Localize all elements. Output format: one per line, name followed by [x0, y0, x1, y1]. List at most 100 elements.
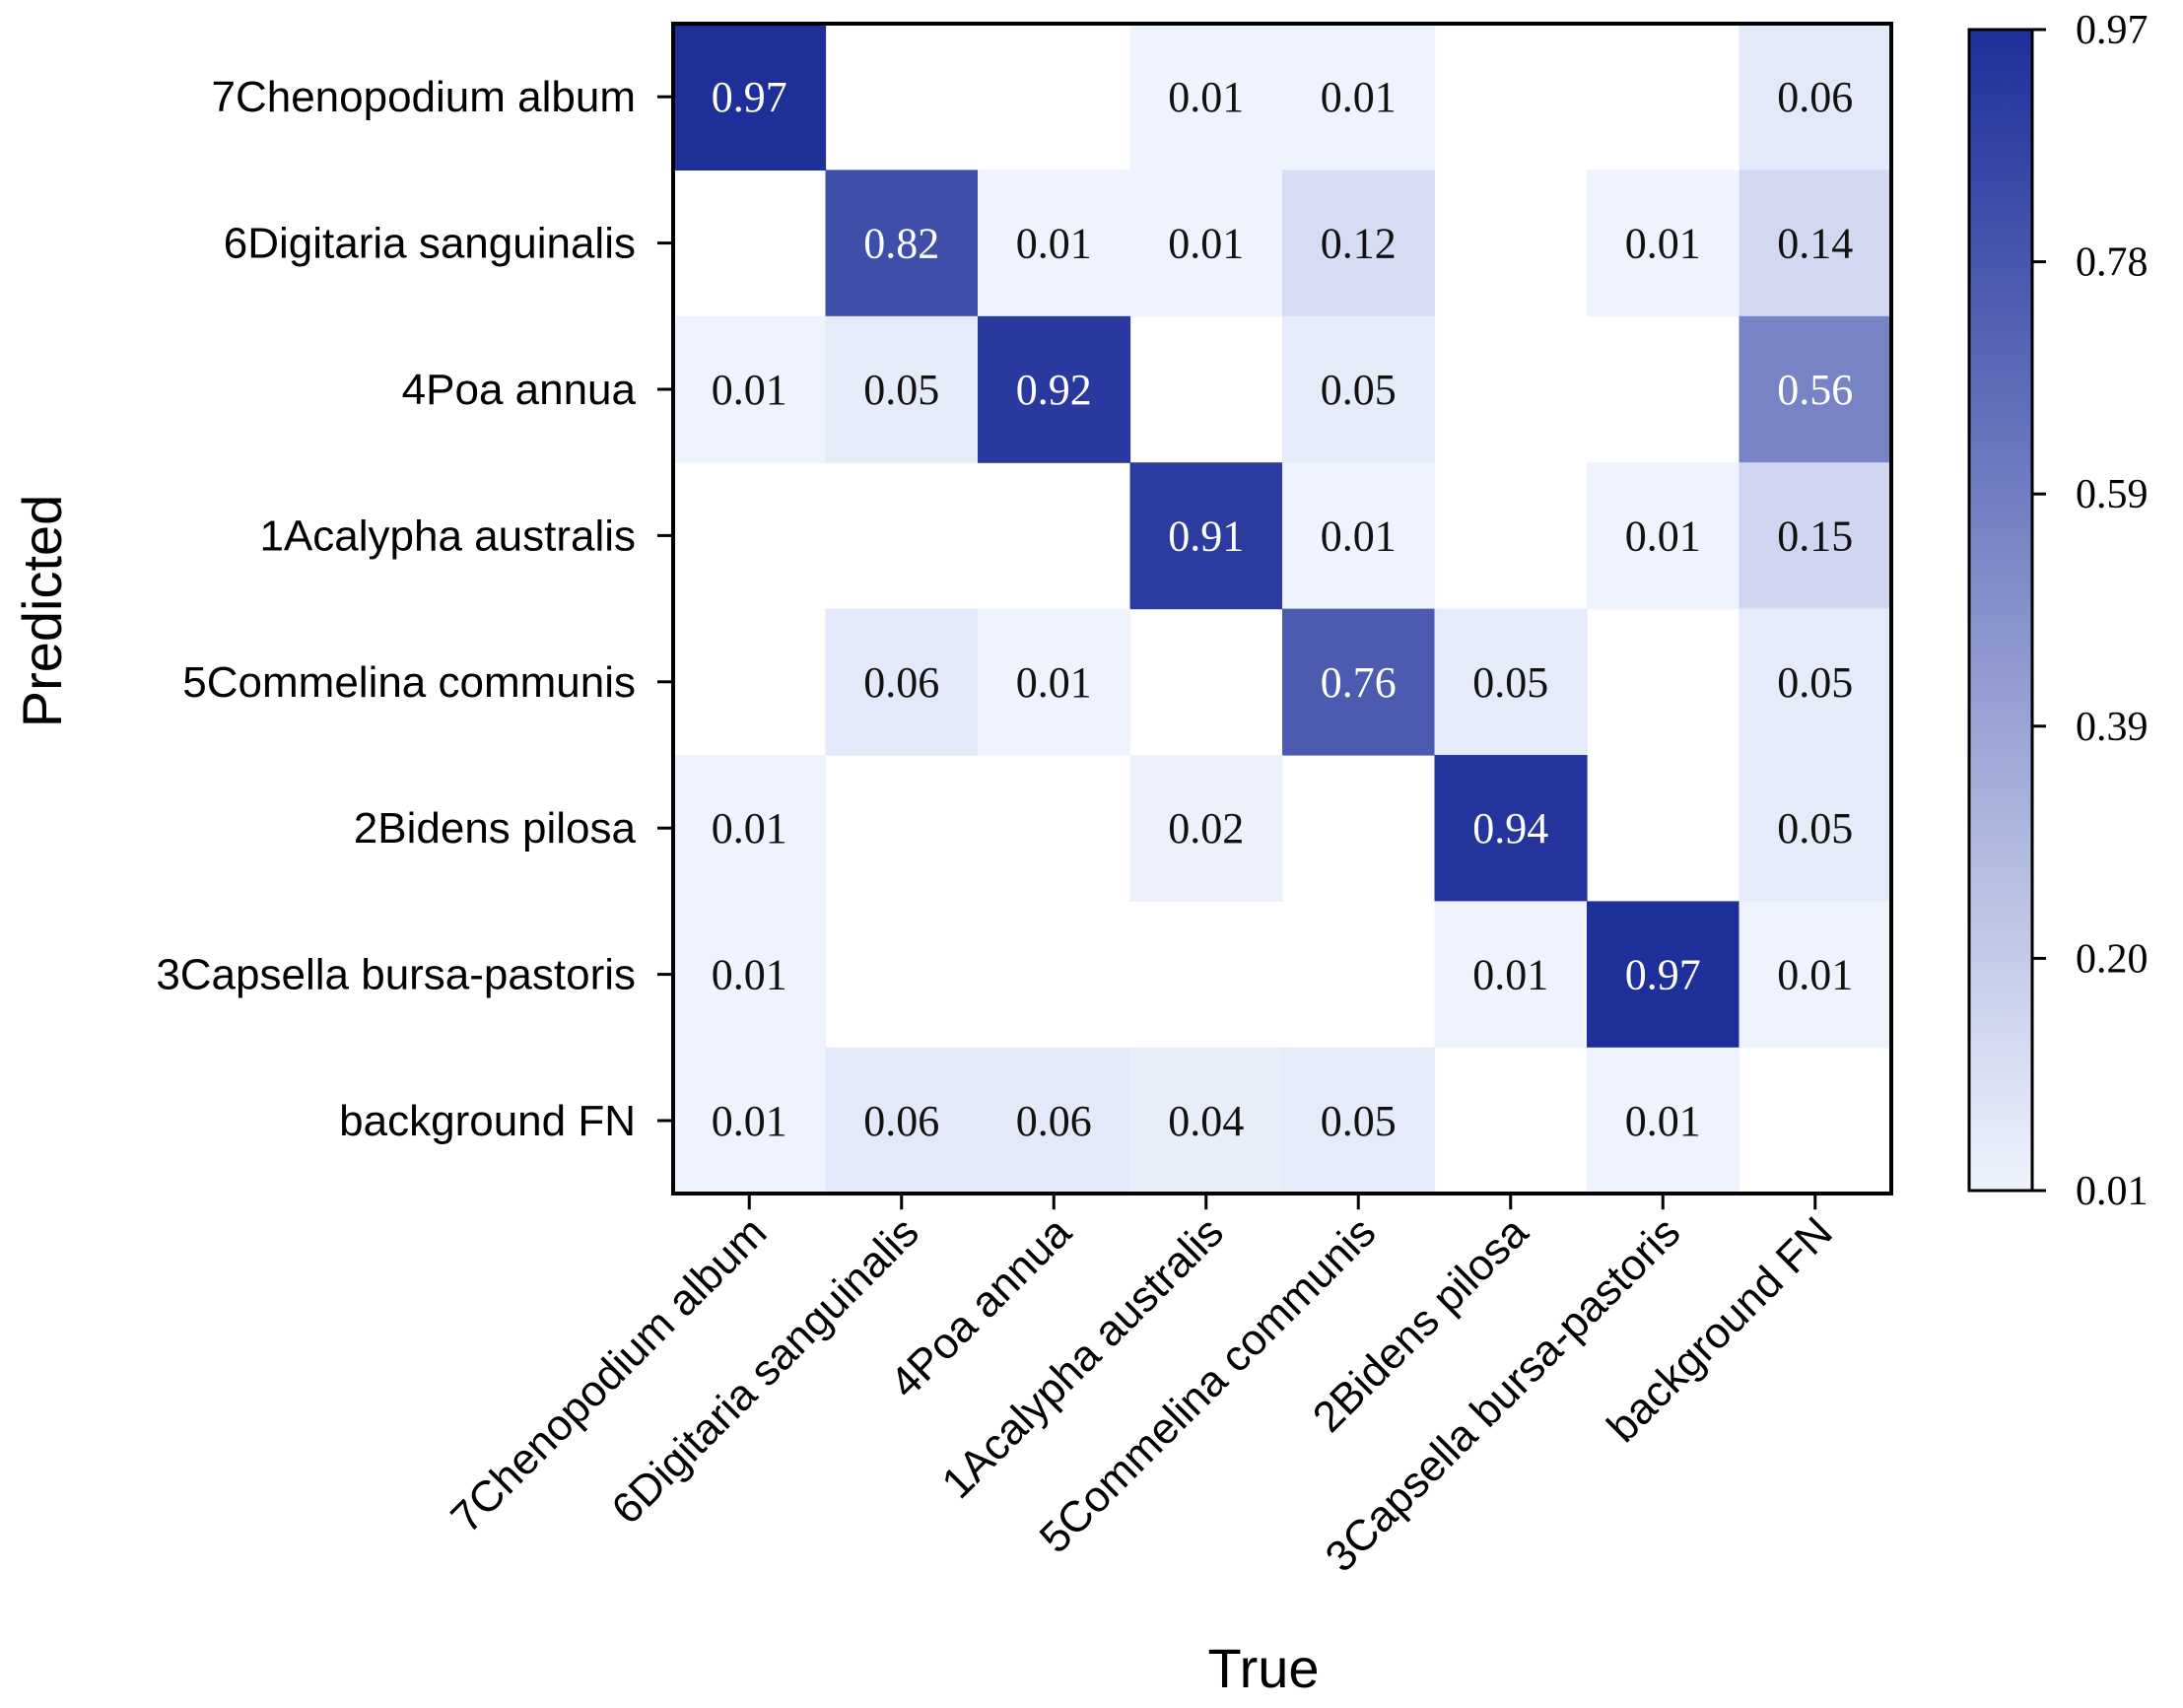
x-tick-label: 1Acalypha australis [932, 1208, 1232, 1508]
heatmap-cell [1129, 170, 1283, 317]
cell-value-label: 0.82 [863, 220, 939, 268]
heatmap-cell [1434, 901, 1588, 1049]
cell-value-label: 0.12 [1321, 220, 1397, 268]
heatmap-cell [825, 170, 979, 317]
heatmap-cell [825, 1047, 979, 1195]
heatmap-cell [978, 1047, 1131, 1195]
heatmap-cell [673, 24, 827, 171]
cell-value-label: 0.05 [1321, 366, 1397, 414]
cell-value-label: 0.06 [1016, 1097, 1092, 1145]
y-tick-label: 3Capsella bursa-pastoris [156, 951, 636, 999]
heatmap-cell [673, 1047, 827, 1195]
cell-value-label: 0.92 [1016, 366, 1092, 414]
cell-value-label: 0.01 [1168, 73, 1244, 121]
colorbar-ticks: 0.97 0.78 0.59 0.39 0.20 0.01 [2032, 8, 2149, 1214]
cell-value-label: 0.01 [712, 366, 787, 414]
heatmap-cell [1739, 315, 1892, 463]
heatmap-cell [1282, 315, 1436, 463]
heatmap-cell [1282, 24, 1436, 171]
plot-frame [671, 22, 1893, 1196]
cell-value-label: 0.01 [1625, 1097, 1701, 1145]
heatmap-cell [1587, 462, 1740, 610]
cell-value-label: 0.05 [1777, 804, 1853, 853]
cell-value-label: 0.15 [1777, 512, 1853, 560]
cell-value-label: 0.01 [712, 804, 787, 853]
heatmap-cell [1129, 1047, 1283, 1195]
cell-value-label: 0.01 [1625, 512, 1701, 560]
heatmap-cell [1129, 462, 1283, 610]
heatmap-cell [1587, 1047, 1740, 1195]
heatmap-cell [1282, 608, 1436, 756]
heatmap-cell [1739, 24, 1892, 171]
cell-value-label: 0.01 [1777, 951, 1853, 999]
heatmap-cell [1282, 170, 1436, 317]
y-tick-label: background FN [339, 1097, 636, 1145]
cell-value-label: 0.94 [1472, 804, 1548, 853]
cell-value-label: 0.05 [1777, 658, 1853, 707]
heatmap-cell [1739, 170, 1892, 317]
heatmap-cell [1129, 755, 1283, 902]
colorbar-gradient [1967, 28, 2034, 1193]
cell-value-label: 0.05 [1472, 658, 1548, 707]
cell-value-label: 0.05 [863, 366, 939, 414]
heatmap-cell [825, 608, 979, 756]
cell-value-label: 0.76 [1321, 658, 1397, 707]
heatmap-cell [1739, 462, 1892, 610]
colorbar-tick-label: 0.97 [2076, 8, 2149, 53]
colorbar-tick-label: 0.20 [2076, 936, 2149, 982]
cell-value-label: 0.01 [1168, 220, 1244, 268]
heatmap-cell [1129, 24, 1283, 171]
heatmap-cell [1739, 755, 1892, 902]
y-axis-title: Predicted [11, 495, 73, 728]
x-tick-label: 6Digitaria sanguinalis [602, 1208, 927, 1534]
y-tick-label: 1Acalypha australis [259, 512, 636, 560]
y-tick-label: 7Chenopodium album [211, 73, 636, 121]
cell-value-label: 0.06 [863, 1097, 939, 1145]
heatmap-cells: 0.97 0.01 0.01 0.06 0.82 0.01 0.01 0.12 0.01 0.14… [673, 24, 1892, 1195]
cell-value-label: 0.01 [1016, 220, 1092, 268]
heatmap-cell [1739, 608, 1892, 756]
y-tick-label: 6Digitaria sanguinalis [224, 220, 636, 268]
x-axis-title: True [1207, 1637, 1319, 1699]
cell-value-label: 0.01 [712, 1097, 787, 1145]
heatmap-cell [978, 170, 1131, 317]
cell-value-label: 0.01 [1016, 658, 1092, 707]
cell-value-label: 0.56 [1777, 366, 1853, 414]
heatmap-cell [825, 315, 979, 463]
cell-value-label: 0.01 [1321, 73, 1397, 121]
y-axis-ticks: 7Chenopodium album 6Digitaria sanguinalis… [156, 73, 673, 1145]
cell-value-label: 0.97 [712, 73, 787, 121]
y-tick-label: 2Bidens pilosa [354, 804, 637, 853]
colorbar: 0.97 0.78 0.59 0.39 0.20 0.01 [1967, 8, 2149, 1214]
colorbar-tick-label: 0.39 [2076, 705, 2149, 750]
cell-value-label: 0.01 [1625, 220, 1701, 268]
cell-value-label: 0.01 [712, 951, 787, 999]
cell-value-label: 0.06 [863, 658, 939, 707]
heatmap-cell [978, 608, 1131, 756]
heatmap-cell [1434, 755, 1588, 902]
heatmap-cell [1282, 1047, 1436, 1195]
heatmap-cell [978, 315, 1131, 463]
cell-value-label: 0.06 [1777, 73, 1853, 121]
cell-value-label: 0.01 [1321, 512, 1397, 560]
cell-value-label: 0.01 [1472, 951, 1548, 999]
heatmap-cell [673, 755, 827, 902]
cell-value-label: 0.02 [1168, 804, 1244, 853]
colorbar-tick-label: 0.78 [2076, 240, 2149, 286]
colorbar-tick-label: 0.59 [2076, 472, 2149, 517]
y-tick-label: 4Poa annua [402, 366, 637, 414]
heatmap-cell [1587, 901, 1740, 1049]
heatmap-cell [673, 315, 827, 463]
colorbar-tick-label: 0.01 [2076, 1169, 2149, 1214]
heatmap-cell [1739, 901, 1892, 1049]
cell-value-label: 0.14 [1777, 220, 1853, 268]
cell-value-label: 0.91 [1168, 512, 1244, 560]
heatmap-cell [1587, 170, 1740, 317]
y-tick-label: 5Commelina communis [182, 658, 636, 707]
cell-value-label: 0.97 [1625, 951, 1701, 999]
heatmap-cell [1434, 608, 1588, 756]
cell-value-label: 0.04 [1168, 1097, 1244, 1145]
cell-value-label: 0.05 [1321, 1097, 1397, 1145]
